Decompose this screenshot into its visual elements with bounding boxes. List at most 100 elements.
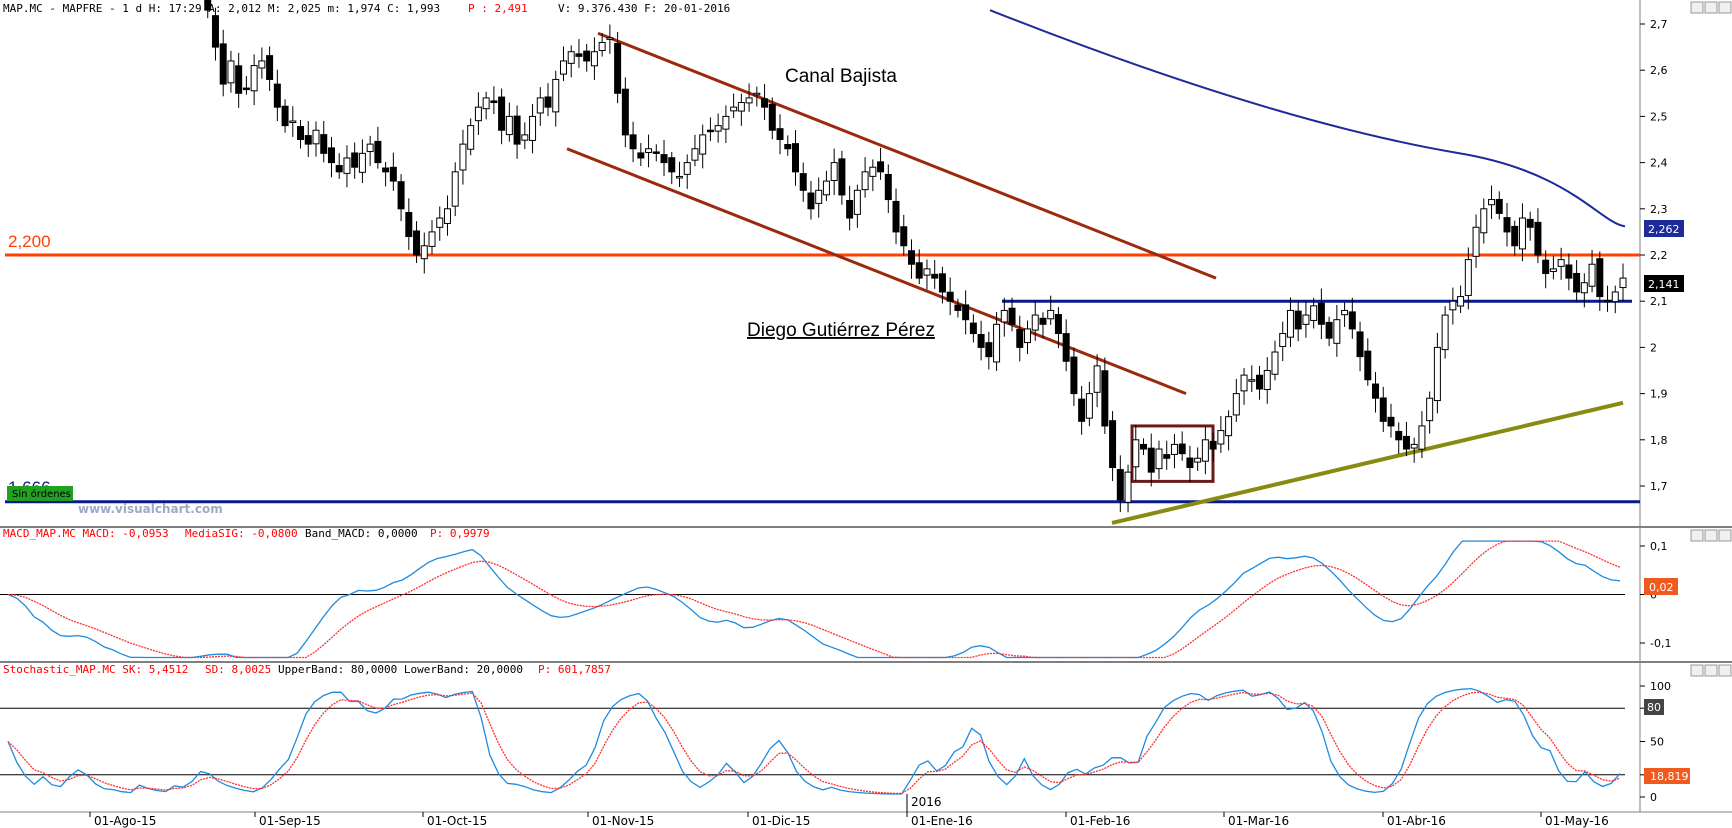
candle-up — [590, 51, 598, 67]
candle-down — [1256, 374, 1264, 390]
year-label: 2016 — [911, 795, 942, 809]
price-tick-label: 1,7 — [1650, 480, 1668, 493]
p-value: P : 2,491 — [468, 2, 528, 15]
candle-down — [405, 212, 413, 238]
candle-up — [1472, 226, 1480, 257]
candle-up — [366, 143, 374, 153]
macd-header-a: MACD_MAP.MC MACD: -0,0953 — [3, 527, 169, 540]
candle-up — [467, 125, 475, 150]
channel-lower-line — [566, 147, 1187, 395]
stoch-sk-line — [7, 687, 1621, 795]
macd-badge-text: 0,02 — [1649, 581, 1674, 594]
macd-signal-line — [7, 540, 1621, 659]
candle-up — [529, 115, 537, 141]
macd-panel-controls[interactable] — [1690, 529, 1732, 542]
date-tick-label: 01-Dic-15 — [752, 814, 810, 828]
stoch-header-b: SD: 8,0025 — [205, 663, 271, 676]
candle-up — [443, 208, 451, 224]
candle-down — [1395, 430, 1403, 441]
candle-down — [621, 88, 629, 136]
candle-down — [1348, 311, 1356, 330]
candle-up — [250, 65, 258, 92]
candle-down — [1186, 457, 1194, 469]
candle-up — [343, 157, 351, 174]
candle-up — [1232, 393, 1240, 416]
candle-up — [1201, 439, 1209, 462]
candle-down — [1116, 469, 1124, 501]
date-x-axis: 01-Ago-15 01-Sep-15 01-Oct-15 01-Nov-15 01-D… — [89, 794, 1609, 828]
candle-down — [397, 181, 405, 210]
price-tick-label: 2,3 — [1650, 203, 1668, 216]
candle-down — [1294, 310, 1302, 330]
candle-down — [1526, 218, 1534, 228]
candle-up — [1341, 309, 1349, 316]
candle-up — [1279, 333, 1287, 347]
candle-up — [1240, 374, 1248, 392]
candle-down — [583, 50, 591, 62]
candle-down — [1356, 331, 1364, 358]
candle-up — [691, 148, 699, 161]
last-price-badge — [1644, 275, 1684, 292]
candle-up — [683, 162, 691, 175]
candle-down — [242, 87, 250, 91]
last-price-text: 2,141 — [1648, 278, 1680, 291]
candle-down — [219, 43, 227, 85]
candle-down — [1379, 397, 1387, 422]
candle-up — [289, 120, 297, 124]
date-tick-label: 01-Nov-15 — [592, 814, 654, 828]
price-tick-label: 2,6 — [1650, 64, 1668, 77]
symbol-header: MAP.MC - MAPFRE - 1 d H: 17:29 A: 2,012 … — [3, 2, 440, 15]
price-tick-label: 1,9 — [1650, 388, 1668, 401]
candle-down — [1372, 383, 1380, 399]
macd-tick-label: -0,1 — [1650, 637, 1671, 650]
macd-header-d: P: 0,9979 — [430, 527, 490, 540]
candle-up — [1194, 457, 1202, 463]
macd-tick-label: 0,1 — [1650, 540, 1668, 553]
candle-down — [1503, 217, 1511, 233]
candle-down — [768, 103, 776, 131]
candle-up — [1480, 208, 1488, 234]
stoch-sd-line — [7, 691, 1621, 795]
candle-down — [297, 126, 305, 140]
date-tick-label: 01-Feb-16 — [1070, 814, 1130, 828]
candle-down — [946, 291, 954, 302]
candle-down — [791, 143, 799, 173]
candle-up — [993, 323, 1001, 363]
candle-down — [1364, 350, 1372, 381]
stoch-panel-controls[interactable] — [1690, 664, 1732, 677]
candle-down — [351, 152, 359, 168]
candle-down — [413, 230, 421, 256]
candle-down — [784, 144, 792, 150]
sin-ordenes-badge[interactable] — [7, 486, 73, 501]
macd-header-c: Band_MACD: 0,0000 — [305, 527, 418, 540]
candle-down — [877, 161, 885, 173]
candle-down — [211, 15, 219, 48]
date-tick-label: 01-Mar-16 — [1228, 814, 1289, 828]
candle-down — [1078, 398, 1086, 422]
candle-up — [1024, 328, 1032, 344]
candle-up — [312, 129, 320, 145]
stoch-header-d: P: 601,7857 — [538, 663, 611, 676]
candle-up — [1170, 443, 1178, 455]
stoch-upper-text: 80 — [1647, 701, 1661, 714]
stoch-last-text: 18,819 — [1650, 770, 1689, 783]
candle-up — [730, 106, 738, 112]
price-tick-label: 2,2 — [1650, 249, 1668, 262]
candle-up — [737, 102, 745, 112]
candle-up — [1271, 351, 1279, 375]
candle-down — [1062, 333, 1070, 362]
candle-up — [1286, 309, 1294, 338]
candle-down — [389, 166, 397, 182]
candle-up — [521, 134, 529, 141]
candle-down — [962, 304, 970, 321]
price-panel-controls[interactable] — [1690, 1, 1732, 14]
candle-down — [1070, 356, 1078, 395]
candle-up — [1518, 217, 1526, 250]
candle-up — [428, 231, 436, 247]
macd-badge — [1644, 578, 1678, 595]
channel-annotation: Canal Bajista — [785, 66, 897, 87]
candle-down — [575, 53, 583, 57]
candle-down — [1140, 443, 1148, 450]
candle-up — [482, 97, 490, 110]
